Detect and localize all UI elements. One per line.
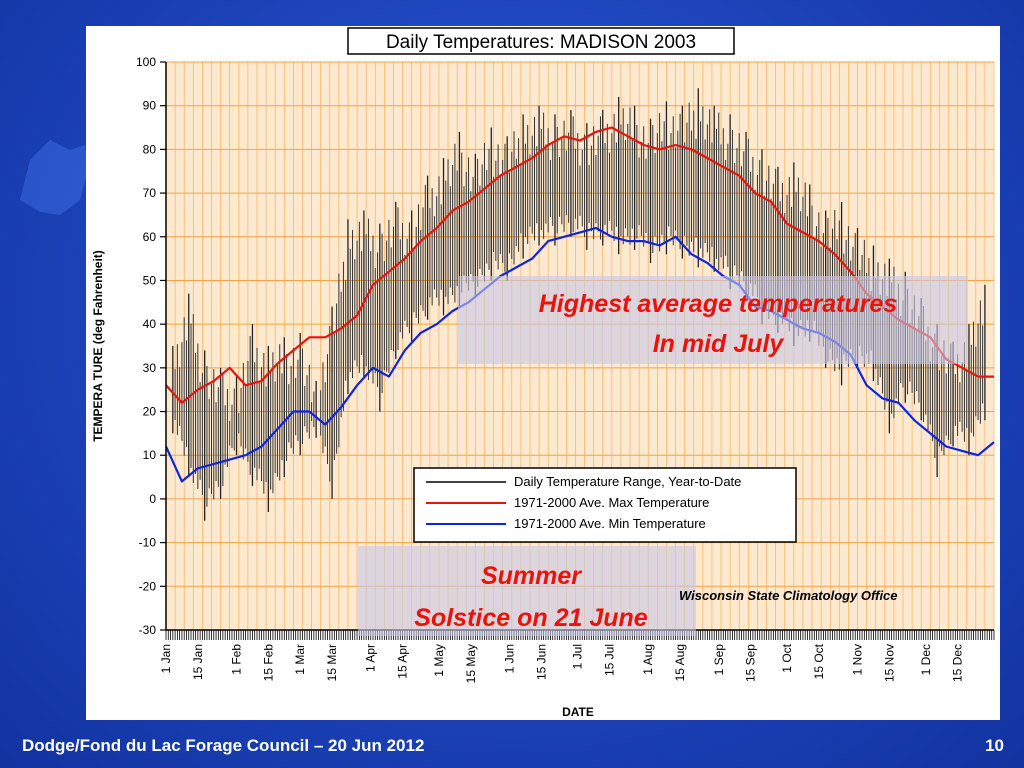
x-tick-label: 15 Oct bbox=[812, 643, 826, 679]
chart-panel: Daily Temperatures: MADISON 2003 100 90 80… bbox=[86, 26, 1000, 720]
y-tick-label: 10 bbox=[143, 448, 157, 462]
x-tick-label: 1 Feb bbox=[230, 644, 244, 675]
x-tick-label: 1 Apr bbox=[364, 644, 378, 672]
y-tick-label: 90 bbox=[143, 99, 157, 113]
x-tick-label: 15 Jan bbox=[191, 644, 205, 680]
x-tick-label: 15 Feb bbox=[261, 644, 275, 682]
annotation-solstice-line2: Solstice on 21 June bbox=[414, 604, 648, 632]
y-tick-label: 50 bbox=[143, 273, 157, 287]
chart-title: Daily Temperatures: MADISON 2003 bbox=[386, 32, 696, 53]
x-tick-label: 15 Nov bbox=[882, 644, 896, 682]
y-tick-label: 30 bbox=[143, 361, 157, 375]
x-axis-ticks: 1 Jan 15 Jan 1 Feb 15 Feb 1 Mar 15 Mar 1 Apr 15… bbox=[159, 630, 995, 683]
x-tick-label: 15 Jun bbox=[534, 644, 548, 680]
x-tick-label: 1 Oct bbox=[780, 643, 794, 672]
slide-footer-left: Dodge/Fond du Lac Forage Council – 20 Ju… bbox=[22, 736, 425, 755]
y-tick-label: 70 bbox=[143, 186, 157, 200]
x-tick-label: 15 Aug bbox=[673, 644, 687, 681]
x-tick-label: 15 Apr bbox=[396, 644, 410, 679]
legend-box bbox=[413, 467, 797, 543]
x-tick-label: 1 Sep bbox=[712, 644, 726, 676]
annotation-highlight-box-solstice bbox=[358, 546, 696, 636]
x-tick-label: 15 Sep bbox=[744, 644, 758, 682]
x-tick-label: 15 Dec bbox=[951, 644, 965, 682]
y-axis-label: TEMPERA TURE (deg Fahrenheit) bbox=[91, 250, 105, 442]
x-tick-label: 15 May bbox=[464, 644, 478, 683]
x-tick-label: 1 Jul bbox=[571, 644, 585, 669]
map-silhouette-shape bbox=[20, 140, 88, 215]
x-tick-label: 1 Aug bbox=[641, 644, 655, 675]
y-tick-label: -10 bbox=[139, 536, 157, 550]
x-tick-label: 1 Jan bbox=[159, 644, 173, 673]
wisconsin-map-watermark bbox=[20, 140, 88, 215]
y-tick-label: 20 bbox=[143, 405, 157, 419]
x-tick-label: 1 Mar bbox=[293, 644, 307, 675]
legend: Daily Temperature Range, Year-to-Date 19… bbox=[413, 467, 797, 543]
y-tick-label: 0 bbox=[149, 492, 156, 506]
avg-min-temperature-line bbox=[164, 226, 995, 483]
legend-label-daily-range: Daily Temperature Range, Year-to-Date bbox=[514, 474, 741, 489]
y-tick-label: 80 bbox=[143, 142, 157, 156]
annotation-solstice-line1: Summer bbox=[481, 562, 582, 590]
x-tick-label: 1 Jun bbox=[502, 644, 516, 673]
slide-page-number: 10 bbox=[985, 736, 1004, 755]
y-tick-label: 100 bbox=[136, 55, 156, 69]
annotation-highlight-box-july bbox=[458, 276, 968, 364]
chart-title-box bbox=[347, 27, 735, 55]
x-tick-label: 15 Mar bbox=[325, 644, 339, 681]
x-tick-label: 1 Dec bbox=[919, 644, 933, 675]
source-credit: Wisconsin State Climatology Office bbox=[679, 588, 898, 603]
annotation-july-line2: In mid July bbox=[653, 330, 785, 358]
temperature-chart: Daily Temperatures: MADISON 2003 1009080… bbox=[91, 27, 995, 719]
annotation-july-line1: Highest average temperatures bbox=[539, 290, 898, 318]
y-tick-label: -30 bbox=[139, 623, 157, 637]
legend-label-avg-min: 1971-2000 Ave. Min Temperature bbox=[514, 516, 706, 531]
x-tick-label: 1 May bbox=[432, 644, 446, 677]
x-tick-label: 1 Nov bbox=[851, 644, 865, 675]
y-tick-label: -20 bbox=[139, 579, 157, 593]
x-tick-label: 15 Jul bbox=[603, 644, 617, 676]
x-axis-label: DATE bbox=[562, 705, 594, 719]
legend-label-avg-max: 1971-2000 Ave. Max Temperature bbox=[514, 495, 709, 510]
y-tick-label: 40 bbox=[143, 317, 157, 331]
y-tick-label: 60 bbox=[143, 230, 157, 244]
